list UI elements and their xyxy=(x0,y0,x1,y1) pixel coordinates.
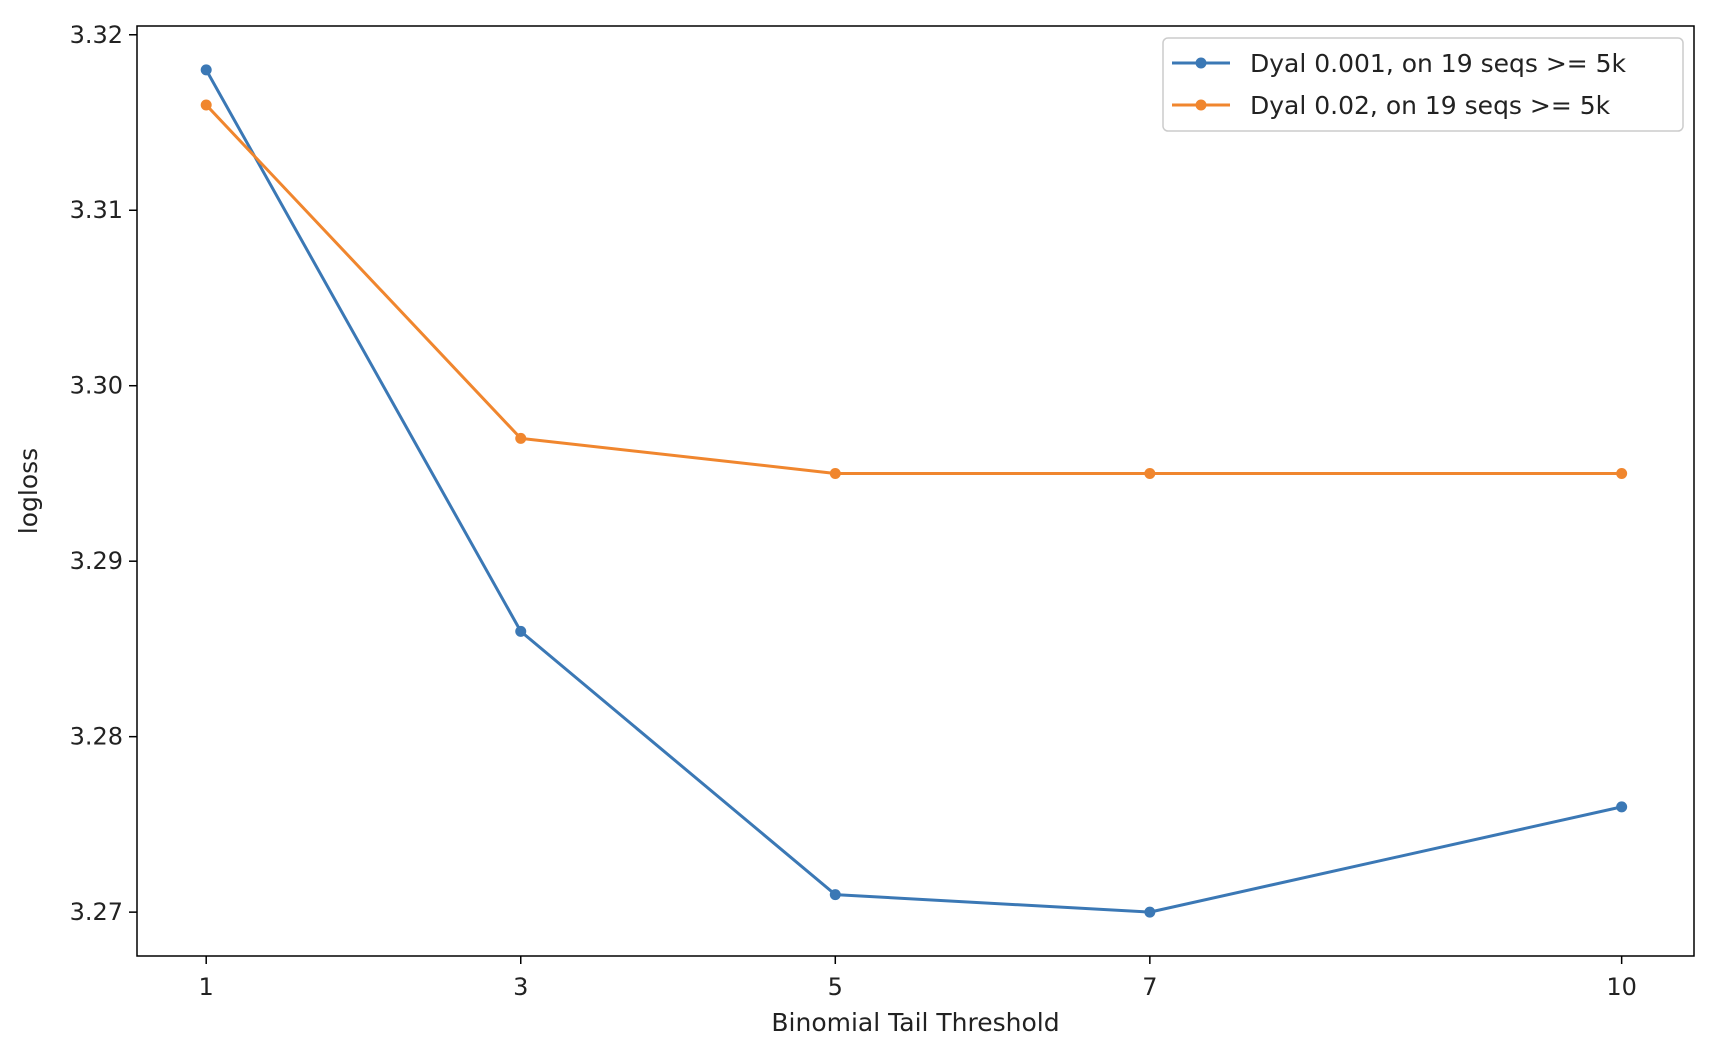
series-1 xyxy=(200,64,1628,918)
series-2 xyxy=(200,99,1628,479)
legend-label: Dyal 0.001, on 19 seqs >= 5k xyxy=(1250,49,1627,78)
data-point xyxy=(1616,467,1628,479)
data-point xyxy=(1144,906,1156,918)
data-point xyxy=(515,432,527,444)
data-point xyxy=(829,889,841,901)
x-axis-label: Binomial Tail Threshold xyxy=(771,1008,1059,1037)
y-tick-label: 3.29 xyxy=(70,547,123,575)
legend-marker xyxy=(1195,57,1207,69)
data-point xyxy=(515,625,527,637)
x-tick-label: 7 xyxy=(1142,973,1157,1001)
legend-entry: Dyal 0.001, on 19 seqs >= 5k xyxy=(1172,49,1627,78)
data-point xyxy=(1616,801,1628,813)
data-point xyxy=(200,64,212,76)
legend-entry: Dyal 0.02, on 19 seqs >= 5k xyxy=(1172,91,1611,120)
plot-area xyxy=(136,25,1695,957)
data-point xyxy=(200,99,212,111)
y-tick-label: 3.32 xyxy=(70,21,123,49)
legend-frame xyxy=(1162,37,1684,132)
y-tick-label: 3.28 xyxy=(70,723,123,751)
y-axis-label: logloss xyxy=(14,448,43,534)
plot-frame xyxy=(136,25,1695,957)
y-tick-label: 3.27 xyxy=(70,898,123,926)
axes: 3.27 3.28 3.29 3.30 3.31 3.32 1 3 5 7 10 Binomial T… xyxy=(14,21,1637,1037)
series-layer xyxy=(200,64,1628,918)
y-tick-label: 3.30 xyxy=(70,372,123,400)
x-tick-label: 10 xyxy=(1606,973,1637,1001)
x-tick-label: 3 xyxy=(513,973,528,1001)
data-point xyxy=(1144,467,1156,479)
x-tick-label: 1 xyxy=(199,973,214,1001)
x-tick-label: 5 xyxy=(828,973,843,1001)
data-point xyxy=(829,467,841,479)
legend: Dyal 0.001, on 19 seqs >= 5k Dyal 0.02, o… xyxy=(1162,37,1684,132)
legend-marker xyxy=(1195,99,1207,111)
legend-label: Dyal 0.02, on 19 seqs >= 5k xyxy=(1250,91,1611,120)
y-tick-label: 3.31 xyxy=(70,196,123,224)
